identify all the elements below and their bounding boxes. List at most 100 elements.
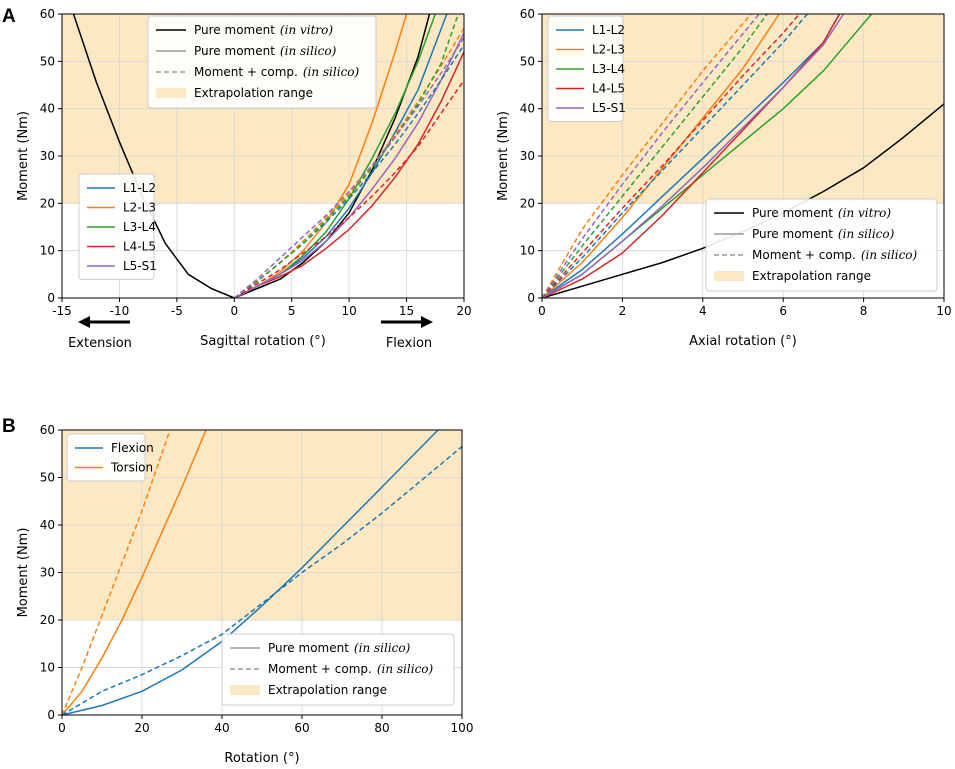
legend-label-italic: (in silico) [377, 662, 434, 676]
legend-label-italic: (in silico) [280, 44, 337, 58]
x-tick-label: -15 [52, 304, 72, 318]
y-tick-label: 40 [520, 102, 535, 116]
x-tick-label: 20 [134, 721, 149, 735]
x-tick-label: 0 [230, 304, 238, 318]
legend-level-label: L2-L3 [123, 201, 156, 215]
series-line-10 [233, 79, 465, 299]
y-tick-label: 60 [40, 7, 55, 21]
legend-label: Moment + comp. (in silico) [752, 248, 918, 262]
legend-label: Pure moment (in silico) [752, 227, 895, 241]
y-tick-label: 20 [40, 613, 55, 627]
legend-label-main: Extrapolation range [752, 269, 871, 283]
legend-box-levels [547, 15, 624, 122]
legend-label: Pure moment (in vitro) [752, 206, 891, 220]
y-tick-label: 60 [520, 7, 535, 21]
y-tick-label: 20 [40, 196, 55, 210]
x-tick-label: 10 [342, 304, 357, 318]
legend-label: Extrapolation range [268, 683, 387, 697]
y-axis-label: Moment (Nm) [496, 111, 511, 201]
series-line-6 [541, 13, 808, 299]
legend-box-levels [78, 173, 155, 280]
x-tick-label: 8 [860, 304, 868, 318]
x-tick-label: 10 [936, 304, 951, 318]
series-line-0 [61, 429, 439, 716]
series-line-5 [233, 51, 465, 299]
legend-label: Pure moment (in silico) [194, 44, 337, 58]
x-tick-label: 100 [451, 721, 474, 735]
legend-label: Extrapolation range [194, 86, 313, 100]
y-tick-label: 50 [40, 471, 55, 485]
legend-label: Pure moment (in vitro) [194, 23, 333, 37]
y-axis-label: Moment (Nm) [16, 528, 31, 618]
y-tick-label: 40 [40, 102, 55, 116]
y-tick-label: 30 [520, 149, 535, 163]
series-line-11 [233, 37, 465, 299]
legend-label: Moment + comp. (in silico) [194, 65, 360, 79]
legend-label: Pure moment (in silico) [268, 641, 411, 655]
legend-label: Moment + comp. (in silico) [268, 662, 434, 676]
x-tick-label: -5 [171, 304, 183, 318]
y-tick-label: 30 [40, 149, 55, 163]
legend-level-label: L3-L4 [592, 62, 625, 76]
x-axis-label: Axial rotation (°) [689, 334, 797, 349]
x-tick-label: 0 [538, 304, 546, 318]
flexion-label: Flexion [386, 336, 432, 351]
series-line-3 [61, 429, 171, 716]
series-line-2 [61, 446, 463, 716]
legend-label-main: Extrapolation range [194, 86, 313, 100]
y-tick-label: 0 [47, 291, 55, 305]
legend-level-label: L1-L2 [592, 23, 625, 37]
y-axis-label: Moment (Nm) [16, 111, 31, 201]
series-line-9 [541, 13, 800, 299]
series-line-7 [541, 13, 752, 299]
series-line-1 [541, 13, 841, 299]
y-tick-label: 40 [40, 518, 55, 532]
legend-label-italic: (in vitro) [838, 206, 891, 220]
series-line-8 [541, 13, 768, 299]
series-line-1 [61, 429, 207, 716]
y-tick-label: 0 [47, 708, 55, 722]
x-axis-label: Sagittal rotation (°) [200, 334, 326, 349]
legend-label-main: Moment + comp. [194, 65, 298, 79]
legend-label-italic: (in vitro) [280, 23, 333, 37]
legend-label-main: Pure moment [268, 641, 349, 655]
legend-label-main: Pure moment [194, 44, 275, 58]
series-line-5 [541, 13, 845, 299]
series-line-9 [233, 13, 460, 299]
x-tick-label: 4 [699, 304, 707, 318]
y-tick-label: 50 [40, 54, 55, 68]
x-tick-label: 2 [619, 304, 627, 318]
legend-level-label: L5-S1 [592, 101, 626, 115]
legend-label-main: Extrapolation range [268, 683, 387, 697]
legend-level-label: L5-S1 [123, 259, 157, 273]
legend-box [147, 15, 377, 109]
legend-label-main: Moment + comp. [268, 662, 372, 676]
y-tick-label: 30 [40, 566, 55, 580]
legend-label-italic: (in silico) [838, 227, 895, 241]
x-tick-label: 6 [779, 304, 787, 318]
legend-label-main: Pure moment [752, 206, 833, 220]
legend-patch [230, 685, 260, 695]
y-tick-label: 60 [40, 423, 55, 437]
extension-label: Extension [68, 336, 132, 351]
legend-level-label: Torsion [110, 461, 153, 475]
legend-box [705, 198, 938, 292]
extension-arrow-head [78, 316, 90, 328]
flexion-arrow-head [421, 316, 433, 328]
legend-level-label: L1-L2 [123, 181, 156, 195]
legend-label: Extrapolation range [752, 269, 871, 283]
x-tick-label: -10 [110, 304, 130, 318]
chart-rotation-b: 0 20 40 60 80 100 0 10 20 30 40 50 60 Rotation (°) Mom… [16, 423, 473, 766]
chart-sagittal: -15 -10 -5 0 5 10 15 20 0 10 20 30 40 50 60 Sagittal ro… [16, 7, 472, 351]
x-tick-label: 80 [374, 721, 389, 735]
legend-label-main: Pure moment [752, 227, 833, 241]
x-tick-label: 20 [456, 304, 471, 318]
legend-level-label: L4-L5 [592, 82, 625, 96]
series-line-2 [541, 13, 780, 299]
y-tick-label: 20 [520, 196, 535, 210]
legend-box-levels [66, 433, 146, 482]
series-line-4 [541, 13, 841, 299]
chart-axial: 0 2 4 6 8 10 0 10 20 30 40 50 60 Axial rotation (°) Mo… [496, 7, 952, 349]
legend-label-main: Moment + comp. [752, 248, 856, 262]
legend-level-label: L4-L5 [123, 240, 156, 254]
